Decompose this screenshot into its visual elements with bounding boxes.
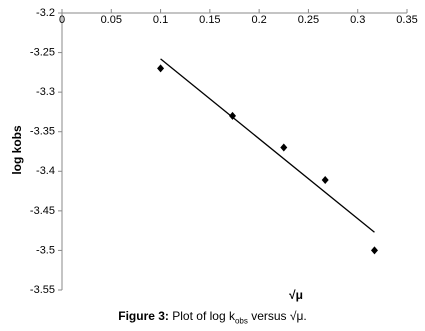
trendline <box>160 58 375 233</box>
x-tick-label: 0 <box>59 14 65 26</box>
x-axis-label: √μ <box>289 288 303 302</box>
x-tick-label: 0.3 <box>350 14 365 26</box>
x-tick-label: 0.1 <box>153 14 168 26</box>
y-tick-label: -3.2 <box>36 7 55 19</box>
caption: Figure 3: Plot of log kobs versus √μ. <box>0 309 425 325</box>
y-tick-label: -3.25 <box>30 46 55 58</box>
y-tick-label: -3.45 <box>30 205 55 217</box>
point <box>321 175 329 184</box>
caption-subscript: obs <box>234 316 248 326</box>
caption-label: Figure 3: <box>118 309 169 323</box>
y-tick-label: -3.4 <box>36 165 55 177</box>
x-tick-label: 0.2 <box>251 14 266 26</box>
y-tick-label: -3.55 <box>30 284 55 296</box>
y-axis-label: log kobs <box>10 125 24 175</box>
y-tick-label: -3.35 <box>30 126 55 138</box>
caption-text-after: versus √μ. <box>247 309 307 323</box>
point <box>370 246 378 255</box>
x-tick-label: 0.15 <box>199 14 220 26</box>
x-tick-label: 0.05 <box>101 14 122 26</box>
caption-text: Plot of log k <box>172 309 235 323</box>
x-tick-label: 0.25 <box>298 14 319 26</box>
y-tick-label: -3.3 <box>36 86 55 98</box>
x-tick-label: 0.35 <box>396 14 417 26</box>
point <box>157 64 165 73</box>
chart: √μ log kobs -3.2 -3.25 -3.3 -3.35 -3.4 -3.45 -… <box>10 7 418 302</box>
point <box>280 143 288 152</box>
point <box>229 111 237 120</box>
y-tick-label: -3.5 <box>36 244 55 256</box>
